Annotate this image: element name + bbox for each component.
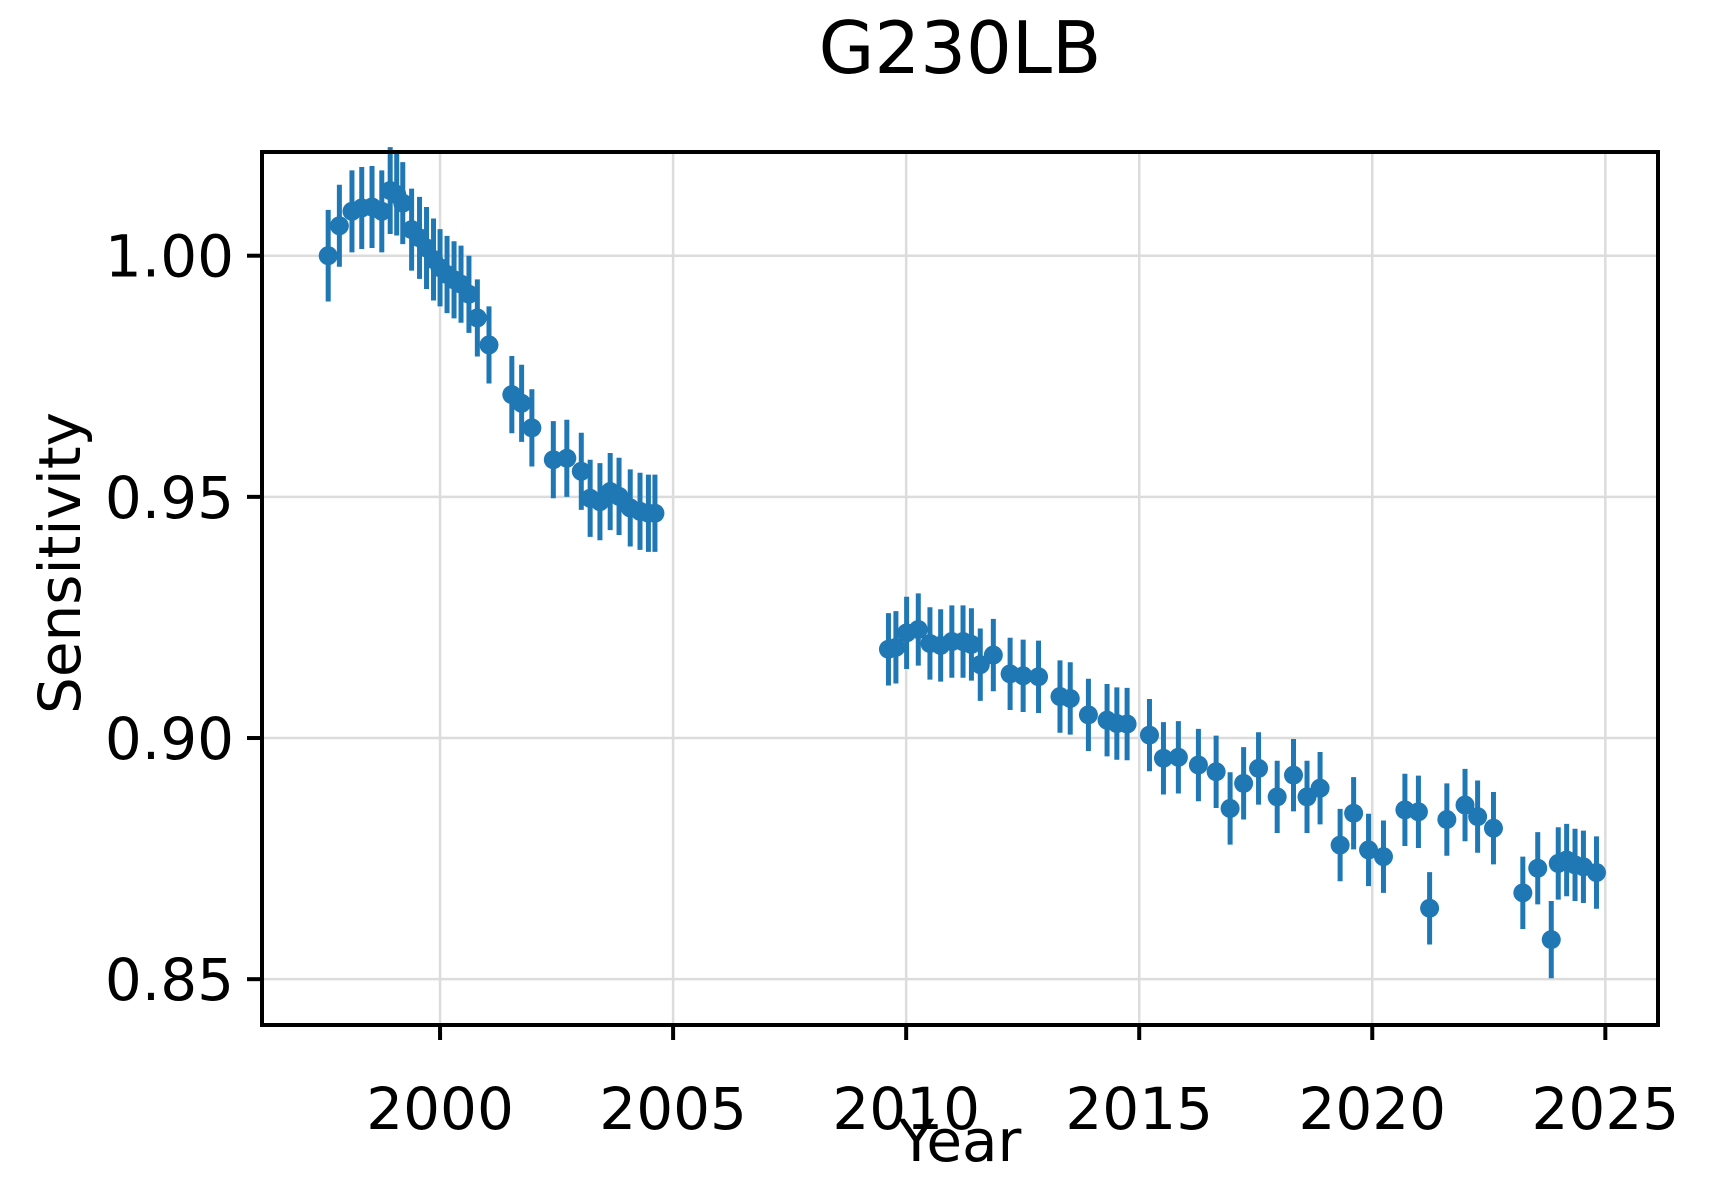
axes-spines xyxy=(260,150,1660,1027)
chart-title: G230LB xyxy=(818,6,1102,90)
y-tick-label: 0.95 xyxy=(105,464,234,532)
x-tick-label: 2015 xyxy=(1065,1075,1213,1143)
data-point xyxy=(1220,798,1240,818)
data-point xyxy=(1013,666,1033,686)
data-point xyxy=(1541,930,1561,950)
data-point xyxy=(393,193,413,213)
data-point xyxy=(318,246,338,266)
x-tick-label: 2025 xyxy=(1532,1075,1680,1143)
data-point xyxy=(908,619,928,639)
data-point xyxy=(1078,705,1098,725)
data-point xyxy=(372,201,392,221)
data-point xyxy=(1284,765,1304,785)
data-point xyxy=(1267,787,1287,807)
data-point xyxy=(459,284,479,304)
data-point xyxy=(1153,748,1173,768)
y-tick-label: 0.85 xyxy=(105,946,234,1014)
data-point xyxy=(1483,818,1503,838)
data-point xyxy=(1188,755,1208,775)
data-point xyxy=(1468,807,1488,827)
data-point xyxy=(983,645,1003,665)
y-tick-label: 1.00 xyxy=(105,223,234,291)
data-point xyxy=(1249,758,1269,778)
data-point xyxy=(645,503,665,523)
data-point xyxy=(1513,883,1533,903)
data-point xyxy=(886,637,906,657)
data-point xyxy=(467,308,487,328)
data-point xyxy=(329,216,349,236)
data-point xyxy=(1168,747,1188,767)
data-point xyxy=(1060,688,1080,708)
data-point xyxy=(970,655,990,675)
data-point xyxy=(1359,840,1379,860)
data-point xyxy=(522,418,542,438)
data-point xyxy=(1206,762,1226,782)
data-point xyxy=(1310,778,1330,798)
data-point xyxy=(571,461,591,481)
data-point xyxy=(1117,714,1137,734)
x-tick-label: 2005 xyxy=(599,1075,747,1143)
data-point xyxy=(1586,863,1606,883)
data-point xyxy=(479,335,499,355)
x-tick-label: 2010 xyxy=(832,1075,980,1143)
data-point xyxy=(1330,835,1350,855)
data-point xyxy=(1408,802,1428,822)
data-point xyxy=(512,393,532,413)
data-point xyxy=(961,634,981,654)
data-point xyxy=(1234,773,1254,793)
x-tick-label: 2020 xyxy=(1298,1075,1446,1143)
data-point xyxy=(1420,898,1440,918)
y-tick-label: 0.90 xyxy=(105,705,234,773)
x-axis-label: Year xyxy=(898,1107,1022,1175)
data-point xyxy=(557,448,577,468)
y-axis-label-text: Sensitivity xyxy=(26,412,94,714)
data-point xyxy=(1029,667,1049,687)
x-tick-label: 2000 xyxy=(366,1075,514,1143)
data-point xyxy=(1455,795,1475,815)
data-point xyxy=(1528,858,1548,878)
data-point xyxy=(1139,725,1159,745)
data-point xyxy=(1373,847,1393,867)
data-point xyxy=(1344,803,1364,823)
data-point xyxy=(1437,810,1457,830)
